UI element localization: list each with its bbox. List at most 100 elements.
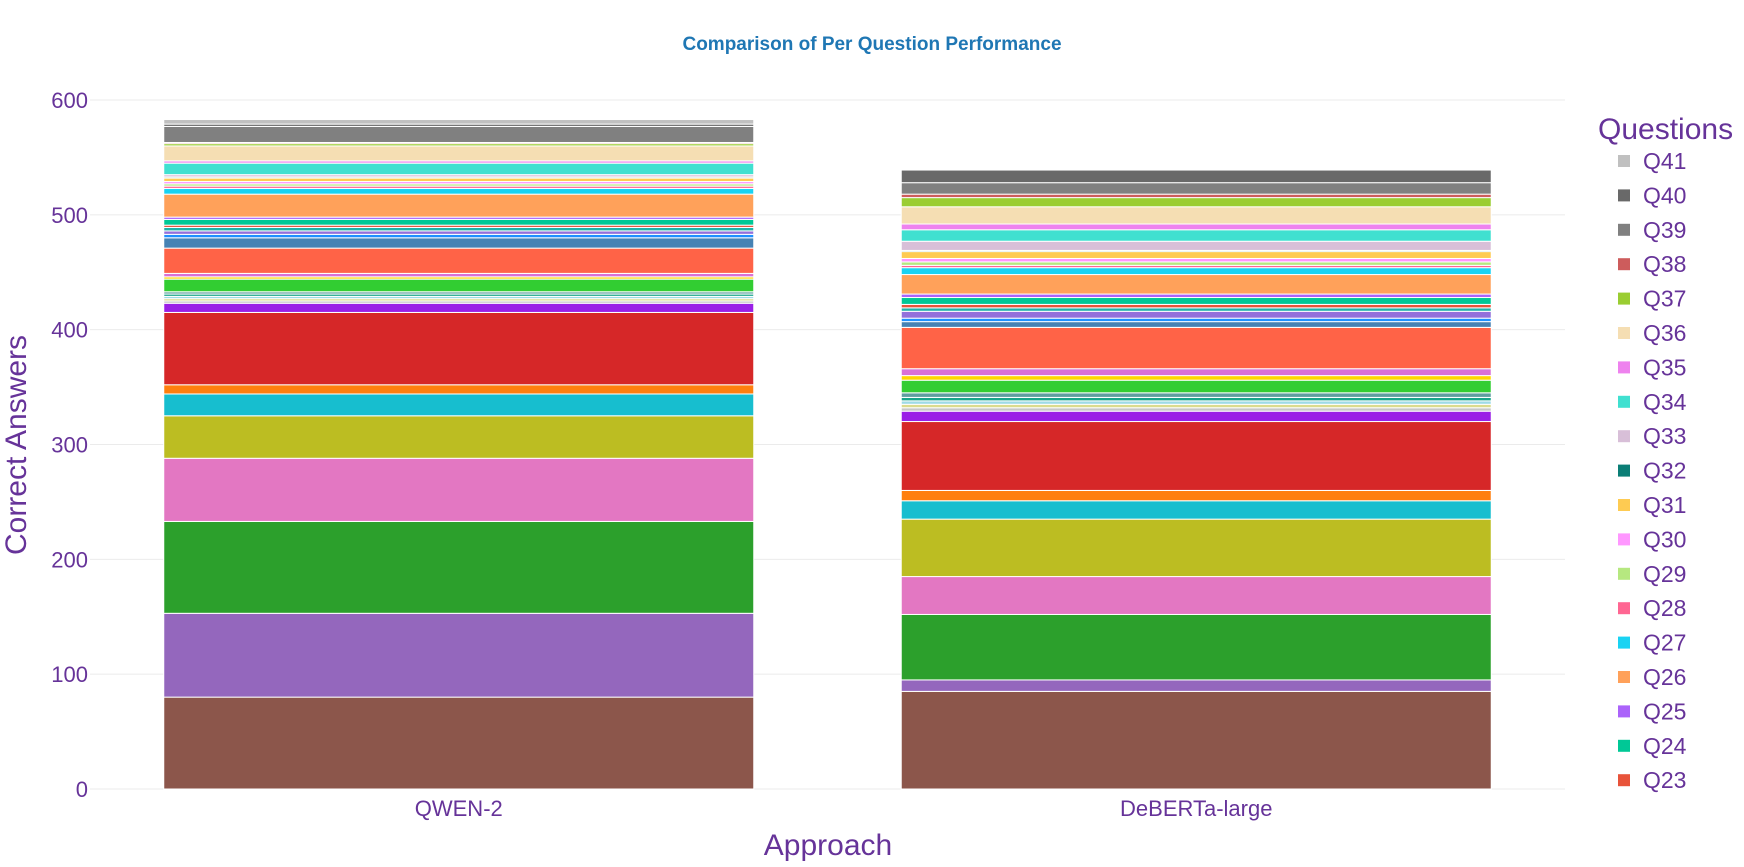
bar-segment-q22-0[interactable] [163,226,755,232]
bar-segment-q26-0[interactable] [163,193,755,218]
legend-label: Q40 [1643,182,1686,208]
bar-segment-q19-1[interactable] [900,321,1492,328]
bar-segment-q21-0[interactable] [163,230,755,235]
legend-item-q27[interactable]: Q27 [1618,630,1686,656]
legend-item-q34[interactable]: Q34 [1618,389,1687,415]
bar-segment-q41-0[interactable] [163,119,755,125]
bar-segment-q4-0[interactable] [163,457,755,522]
bar-segment-q20-1[interactable] [900,317,1492,323]
bar-segment-q1-1[interactable] [900,690,1492,790]
legend-item-q24[interactable]: Q24 [1618,733,1687,759]
bar-segment-q4-1[interactable] [900,576,1492,615]
bar-segment-q3-1[interactable] [900,613,1492,681]
bar-segment-q20-0[interactable] [163,233,755,239]
legend-item-q41[interactable]: Q41 [1618,148,1686,174]
bar-segment-q9-0[interactable] [163,302,755,313]
legend-item-q30[interactable]: Q30 [1618,526,1686,552]
x-axis-ticks: QWEN-2 DeBERTa-large [415,796,1273,821]
bar-segment-q1-0[interactable] [163,696,755,790]
bar-segment-q16-1[interactable] [900,375,1492,381]
bar-segment-q21-1[interactable] [900,310,1492,319]
legend-swatch [1618,223,1630,236]
legend-item-q38[interactable]: Q38 [1618,251,1686,277]
bar-segment-q5-1[interactable] [900,518,1492,578]
bar-segment-q14-1[interactable] [900,392,1492,398]
legend-swatch [1618,258,1630,271]
legend-item-q26[interactable]: Q26 [1618,664,1686,690]
legend-label: Q26 [1643,664,1686,690]
bar-segment-q7-0[interactable] [163,384,755,395]
bar-segment-q31-1[interactable] [900,251,1492,259]
bar-segment-q18-1[interactable] [900,326,1492,370]
bar-segment-q38-1[interactable] [900,193,1492,199]
legend-item-q23[interactable]: Q23 [1618,767,1686,793]
bar-segment-q39-1[interactable] [900,182,1492,195]
bar-segment-q36-0[interactable] [163,145,755,162]
legend-swatch [1618,464,1630,477]
bar-segment-q30-1[interactable] [900,257,1492,263]
bar-segment-q8-1[interactable] [900,421,1492,491]
legend-item-q31[interactable]: Q31 [1618,492,1686,518]
bar-segment-q31-0[interactable] [163,177,755,183]
y-tick-label: 300 [51,433,88,458]
bar-segment-q9-1[interactable] [900,410,1492,423]
bar-segment-q12-1[interactable] [900,400,1492,405]
bar-segment-q5-0[interactable] [163,415,755,459]
legend-item-q40[interactable]: Q40 [1618,182,1686,208]
bar-segment-q7-1[interactable] [900,489,1492,502]
bar-segment-q10-1[interactable] [900,407,1492,412]
bar-segment-q22-1[interactable] [900,307,1492,312]
bar-segment-q24-0[interactable] [163,218,755,226]
bar-segment-q39-0[interactable] [163,125,755,143]
legend-item-q28[interactable]: Q28 [1618,595,1686,621]
legend-label: Q35 [1643,354,1686,380]
legend-item-q29[interactable]: Q29 [1618,561,1686,587]
legend-label: Q32 [1643,458,1686,484]
bar-segment-q26-1[interactable] [900,274,1492,295]
bar-segment-q15-1[interactable] [900,379,1492,394]
bar-segment-q27-1[interactable] [900,267,1492,276]
bar-segment-q36-1[interactable] [900,206,1492,225]
bar-segment-q17-1[interactable] [900,368,1492,377]
y-tick-label: 100 [51,662,88,687]
bar-segment-q13-1[interactable] [900,396,1492,402]
bar-segment-q6-0[interactable] [163,393,755,417]
bar-segment-q17-0[interactable] [163,272,755,278]
bar-segment-q33-1[interactable] [900,240,1492,251]
bar-segment-q23-1[interactable] [900,303,1492,309]
bar-segment-q35-1[interactable] [900,223,1492,231]
bar-segment-q40-1[interactable] [900,169,1492,184]
legend-swatch [1618,395,1630,408]
bar-segment-q27-0[interactable] [163,187,755,195]
bar-segment-q34-1[interactable] [900,229,1492,242]
bar-segment-q25-1[interactable] [900,293,1492,299]
legend-item-q35[interactable]: Q35 [1618,354,1686,380]
bar-segment-q37-1[interactable] [900,197,1492,208]
bar-segment-q19-0[interactable] [163,237,755,249]
bar-segment-q34-0[interactable] [163,162,755,176]
bar-segment-q2-0[interactable] [163,612,755,698]
legend-item-q32[interactable]: Q32 [1618,458,1686,484]
bar-segment-q29-1[interactable] [900,261,1492,266]
legend-swatch [1618,327,1630,339]
bar-segment-q6-1[interactable] [900,500,1492,520]
bar-segment-q3-0[interactable] [163,520,755,614]
x-axis-title: Approach [764,829,892,862]
legend-label: Q37 [1643,286,1686,312]
bar-stack-qwen-2 [163,119,755,790]
chart-title: Comparison of Per Question Performance [682,34,1061,55]
legend-item-q33[interactable]: Q33 [1618,423,1686,449]
bar-segment-q2-1[interactable] [900,679,1492,692]
legend-item-q37[interactable]: Q37 [1618,286,1686,312]
legend-swatch [1618,499,1630,511]
legend-item-q39[interactable]: Q39 [1618,217,1686,243]
bar-segment-q24-1[interactable] [900,297,1492,305]
bar-segment-q18-0[interactable] [163,247,755,274]
legend-item-q25[interactable]: Q25 [1618,698,1686,724]
bar-segment-q8-0[interactable] [163,311,755,386]
bar-segment-q11-1[interactable] [900,403,1492,409]
legend-swatch [1618,155,1630,167]
bar-segment-q15-0[interactable] [163,278,755,293]
legend-label: Q25 [1643,698,1686,724]
legend-item-q36[interactable]: Q36 [1618,320,1686,346]
